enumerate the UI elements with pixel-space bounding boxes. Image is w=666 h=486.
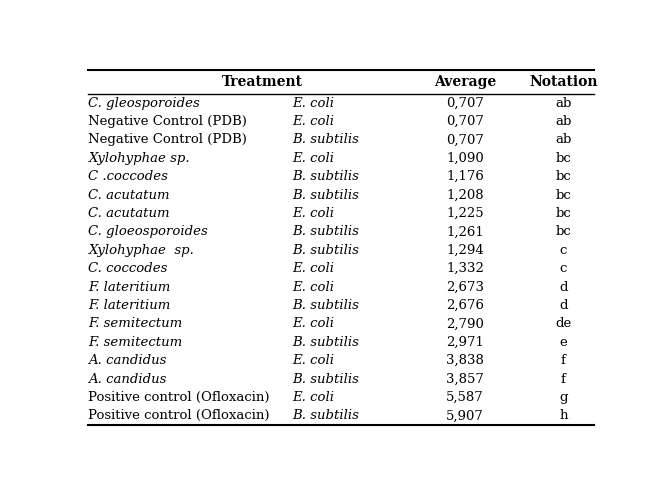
Text: ab: ab — [555, 133, 571, 146]
Text: C. coccodes: C. coccodes — [89, 262, 168, 275]
Text: bc: bc — [555, 189, 571, 202]
Text: E. coli: E. coli — [292, 97, 334, 109]
Text: c: c — [559, 244, 567, 257]
Text: B. subtilis: B. subtilis — [292, 244, 359, 257]
Text: Negative Control (PDB): Negative Control (PDB) — [89, 115, 247, 128]
Text: Average: Average — [434, 75, 496, 89]
Text: F. semitectum: F. semitectum — [89, 317, 182, 330]
Text: 1,176: 1,176 — [446, 170, 484, 183]
Text: B. subtilis: B. subtilis — [292, 409, 359, 422]
Text: 3,838: 3,838 — [446, 354, 484, 367]
Text: bc: bc — [555, 152, 571, 165]
Text: g: g — [559, 391, 567, 404]
Text: 1,090: 1,090 — [446, 152, 484, 165]
Text: Xylohyphae  sp.: Xylohyphae sp. — [89, 244, 194, 257]
Text: 5,907: 5,907 — [446, 409, 484, 422]
Text: F. lateritium: F. lateritium — [89, 299, 170, 312]
Text: B. subtilis: B. subtilis — [292, 170, 359, 183]
Text: bc: bc — [555, 226, 571, 238]
Text: f: f — [561, 354, 565, 367]
Text: de: de — [555, 317, 571, 330]
Text: 1,261: 1,261 — [446, 226, 484, 238]
Text: Negative Control (PDB): Negative Control (PDB) — [89, 133, 247, 146]
Text: d: d — [559, 280, 567, 294]
Text: E. coli: E. coli — [292, 280, 334, 294]
Text: 5,587: 5,587 — [446, 391, 484, 404]
Text: B. subtilis: B. subtilis — [292, 336, 359, 349]
Text: Xylohyphae sp.: Xylohyphae sp. — [89, 152, 190, 165]
Text: C. gleosporoides: C. gleosporoides — [89, 97, 200, 109]
Text: E. coli: E. coli — [292, 152, 334, 165]
Text: E. coli: E. coli — [292, 391, 334, 404]
Text: 0,707: 0,707 — [446, 97, 484, 109]
Text: c: c — [559, 262, 567, 275]
Text: 2,676: 2,676 — [446, 299, 484, 312]
Text: 3,857: 3,857 — [446, 373, 484, 385]
Text: B. subtilis: B. subtilis — [292, 189, 359, 202]
Text: Positive control (Ofloxacin): Positive control (Ofloxacin) — [89, 409, 270, 422]
Text: ab: ab — [555, 97, 571, 109]
Text: d: d — [559, 299, 567, 312]
Text: E. coli: E. coli — [292, 354, 334, 367]
Text: 2,971: 2,971 — [446, 336, 484, 349]
Text: E. coli: E. coli — [292, 115, 334, 128]
Text: F. semitectum: F. semitectum — [89, 336, 182, 349]
Text: 0,707: 0,707 — [446, 133, 484, 146]
Text: C .coccodes: C .coccodes — [89, 170, 168, 183]
Text: 1,294: 1,294 — [446, 244, 484, 257]
Text: A. candidus: A. candidus — [89, 354, 166, 367]
Text: Positive control (Ofloxacin): Positive control (Ofloxacin) — [89, 391, 270, 404]
Text: 1,332: 1,332 — [446, 262, 484, 275]
Text: 1,208: 1,208 — [446, 189, 484, 202]
Text: 1,225: 1,225 — [446, 207, 484, 220]
Text: B. subtilis: B. subtilis — [292, 226, 359, 238]
Text: A. candidus: A. candidus — [89, 373, 166, 385]
Text: E. coli: E. coli — [292, 262, 334, 275]
Text: Notation: Notation — [529, 75, 597, 89]
Text: ab: ab — [555, 115, 571, 128]
Text: E. coli: E. coli — [292, 207, 334, 220]
Text: C. acutatum: C. acutatum — [89, 207, 170, 220]
Text: 2,790: 2,790 — [446, 317, 484, 330]
Text: B. subtilis: B. subtilis — [292, 133, 359, 146]
Text: 0,707: 0,707 — [446, 115, 484, 128]
Text: B. subtilis: B. subtilis — [292, 299, 359, 312]
Text: B. subtilis: B. subtilis — [292, 373, 359, 385]
Text: bc: bc — [555, 207, 571, 220]
Text: Treatment: Treatment — [222, 75, 303, 89]
Text: 2,673: 2,673 — [446, 280, 484, 294]
Text: C. acutatum: C. acutatum — [89, 189, 170, 202]
Text: F. lateritium: F. lateritium — [89, 280, 170, 294]
Text: E. coli: E. coli — [292, 317, 334, 330]
Text: bc: bc — [555, 170, 571, 183]
Text: C. gloeosporoides: C. gloeosporoides — [89, 226, 208, 238]
Text: f: f — [561, 373, 565, 385]
Text: h: h — [559, 409, 567, 422]
Text: e: e — [559, 336, 567, 349]
